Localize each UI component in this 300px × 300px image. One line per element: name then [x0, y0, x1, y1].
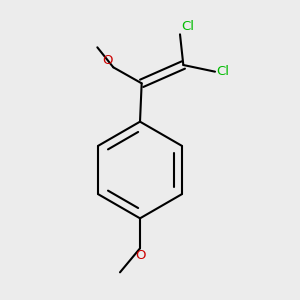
Text: O: O	[135, 249, 145, 262]
Text: O: O	[102, 54, 112, 67]
Text: Cl: Cl	[182, 20, 195, 33]
Text: Cl: Cl	[217, 65, 230, 78]
